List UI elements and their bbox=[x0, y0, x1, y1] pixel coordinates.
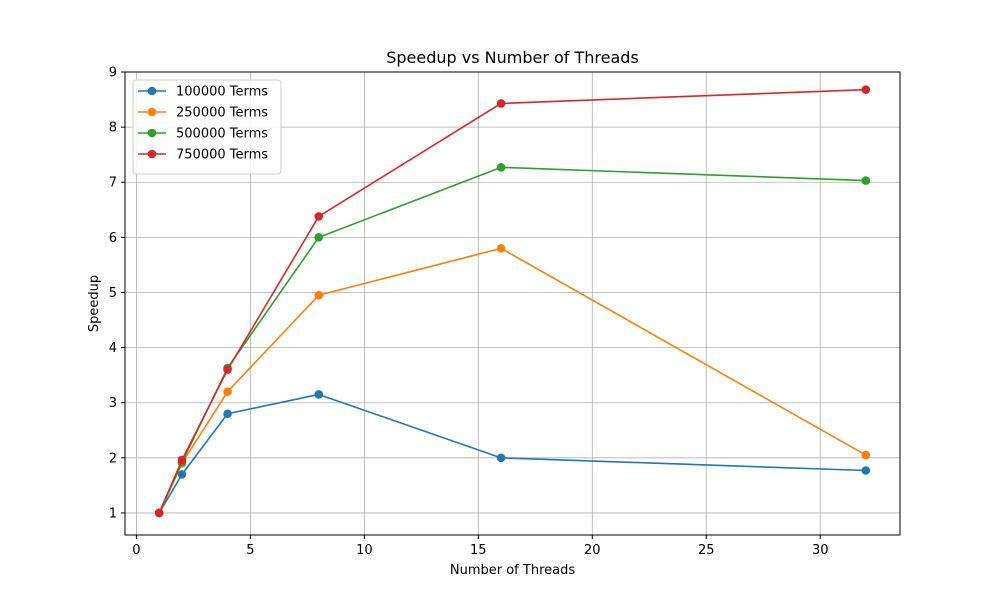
legend-label: 100000 Terms bbox=[176, 85, 268, 100]
legend-label: 250000 Terms bbox=[176, 106, 268, 121]
series-layer bbox=[154, 85, 871, 518]
y-tick-label: 3 bbox=[109, 396, 117, 411]
x-tick-label: 5 bbox=[246, 543, 254, 558]
y-tick-label: 7 bbox=[109, 176, 117, 191]
y-tick-label: 9 bbox=[109, 66, 117, 81]
legend-label: 750000 Terms bbox=[176, 148, 268, 163]
data-point bbox=[223, 387, 232, 396]
series-line bbox=[158, 88, 866, 514]
data-point bbox=[177, 455, 187, 465]
data-point bbox=[496, 453, 506, 463]
data-point bbox=[223, 365, 232, 374]
x-tick-label: 20 bbox=[584, 543, 601, 558]
x-tick-label: 30 bbox=[812, 543, 829, 558]
legend-swatch-marker bbox=[147, 128, 157, 138]
legend-item: 250000 Terms bbox=[138, 106, 268, 121]
legend-swatch-marker bbox=[147, 86, 157, 96]
legend-item: 500000 Terms bbox=[138, 127, 268, 142]
y-tick-label: 8 bbox=[109, 121, 117, 136]
data-point bbox=[496, 99, 506, 108]
x-tick-label: 10 bbox=[356, 543, 373, 558]
data-point bbox=[177, 470, 187, 479]
data-point bbox=[861, 450, 871, 460]
data-point bbox=[861, 466, 871, 475]
legend: 100000 Terms 250000 Terms 500000 Terms 7500… bbox=[132, 79, 282, 175]
y-tick-label: 2 bbox=[109, 451, 117, 466]
legend-item: 750000 Terms bbox=[138, 148, 268, 163]
legend-box bbox=[132, 79, 282, 175]
legend-item: 100000 Terms bbox=[138, 85, 268, 100]
data-point bbox=[314, 233, 324, 242]
x-tick-label: 25 bbox=[698, 543, 715, 558]
plot-frame bbox=[124, 71, 901, 536]
x-tick-label: 15 bbox=[470, 543, 487, 558]
chart-title: Speedup vs Number of Threads bbox=[386, 48, 639, 67]
data-point bbox=[496, 244, 506, 253]
data-point bbox=[314, 390, 324, 399]
axes-layer: 0 5 10 15 20 25 30 1 2 3 4 5 6 7 8 9 bbox=[109, 66, 829, 559]
legend-label: 500000 Terms bbox=[176, 127, 268, 142]
data-point bbox=[496, 163, 506, 172]
data-point bbox=[223, 409, 232, 419]
legend-swatch-marker bbox=[147, 149, 157, 159]
y-tick-label: 4 bbox=[109, 341, 117, 356]
legend-swatch-marker bbox=[147, 107, 157, 117]
data-point bbox=[861, 176, 871, 185]
x-axis-label: Number of Threads bbox=[450, 563, 575, 578]
y-tick-label: 1 bbox=[109, 506, 117, 521]
data-point bbox=[314, 290, 324, 300]
x-tick-label: 0 bbox=[132, 543, 140, 558]
series-3 bbox=[154, 85, 871, 518]
series-line bbox=[158, 393, 866, 514]
data-point bbox=[154, 508, 164, 518]
data-point bbox=[861, 85, 871, 94]
y-tick-label: 6 bbox=[109, 231, 117, 246]
data-point bbox=[314, 212, 324, 221]
y-axis-label: Speedup bbox=[87, 275, 102, 332]
y-tick-label: 5 bbox=[109, 286, 117, 301]
